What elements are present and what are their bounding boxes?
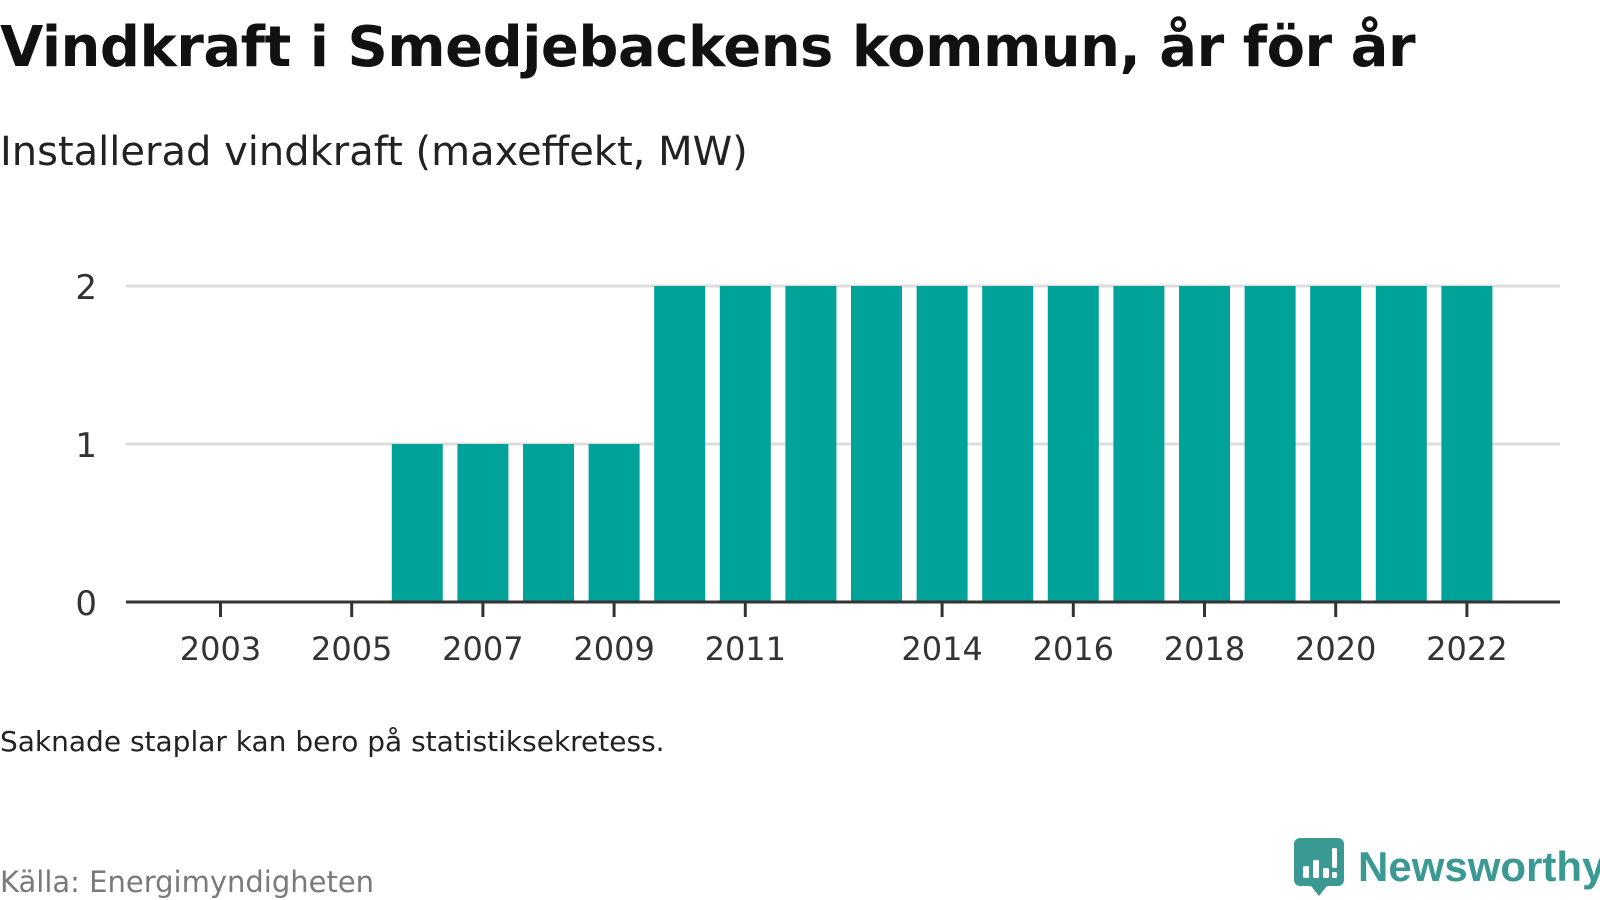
source-credit: Källa: Energimyndigheten xyxy=(0,865,375,899)
bar-2013 xyxy=(851,286,902,602)
x-tick-label: 2005 xyxy=(311,630,392,668)
bar-2017 xyxy=(1113,286,1165,602)
y-tick-label: 1 xyxy=(75,426,97,466)
bar-2006 xyxy=(391,444,443,602)
bar-2012 xyxy=(785,286,837,602)
bar-2018 xyxy=(1179,286,1230,602)
x-tick-label: 2003 xyxy=(180,630,261,668)
bar-2021 xyxy=(1375,286,1427,602)
chart-title: Vindkraft i Smedjebackens kommun, år för… xyxy=(0,15,1416,80)
bar-chart: 0 1 2 2003 2005 2007 2009 2011 2014 2016 2018 2020 2… xyxy=(75,268,1560,668)
footnote: Saknade staplar kan bero på statistiksek… xyxy=(0,725,665,758)
x-tick-label: 2011 xyxy=(705,630,786,668)
y-tick-label: 2 xyxy=(75,268,97,308)
brand-name: Newsworthy xyxy=(1358,843,1600,890)
newsworthy-logo-icon xyxy=(1294,838,1344,896)
bars xyxy=(391,286,1493,602)
brand: Newsworthy xyxy=(1294,838,1600,896)
axes xyxy=(126,600,1560,617)
x-tick-label: 2014 xyxy=(901,630,982,668)
bar-2010 xyxy=(654,286,706,602)
tick-labels: 0 1 2 2003 2005 2007 2009 2011 2014 2016 2018 2020 2… xyxy=(75,268,1507,668)
bar-2015 xyxy=(982,286,1034,602)
bar-2020 xyxy=(1310,286,1362,602)
chart-subtitle: Installerad vindkraft (maxeffekt, MW) xyxy=(0,129,748,175)
bar-2016 xyxy=(1047,286,1099,602)
bar-2007 xyxy=(457,444,509,602)
x-tick-label: 2009 xyxy=(573,630,654,668)
bar-2014 xyxy=(916,286,968,602)
bar-2008 xyxy=(523,444,574,602)
bar-2019 xyxy=(1244,286,1296,602)
y-tick-label: 0 xyxy=(75,584,97,624)
x-tick-label: 2016 xyxy=(1033,630,1114,668)
x-tick-label: 2007 xyxy=(442,630,523,668)
bar-2011 xyxy=(719,286,771,602)
x-tick-label: 2022 xyxy=(1426,630,1507,668)
bar-2009 xyxy=(588,444,640,602)
bar-2022 xyxy=(1441,286,1493,602)
x-tick-label: 2020 xyxy=(1295,630,1376,668)
x-tick-label: 2018 xyxy=(1164,630,1245,668)
